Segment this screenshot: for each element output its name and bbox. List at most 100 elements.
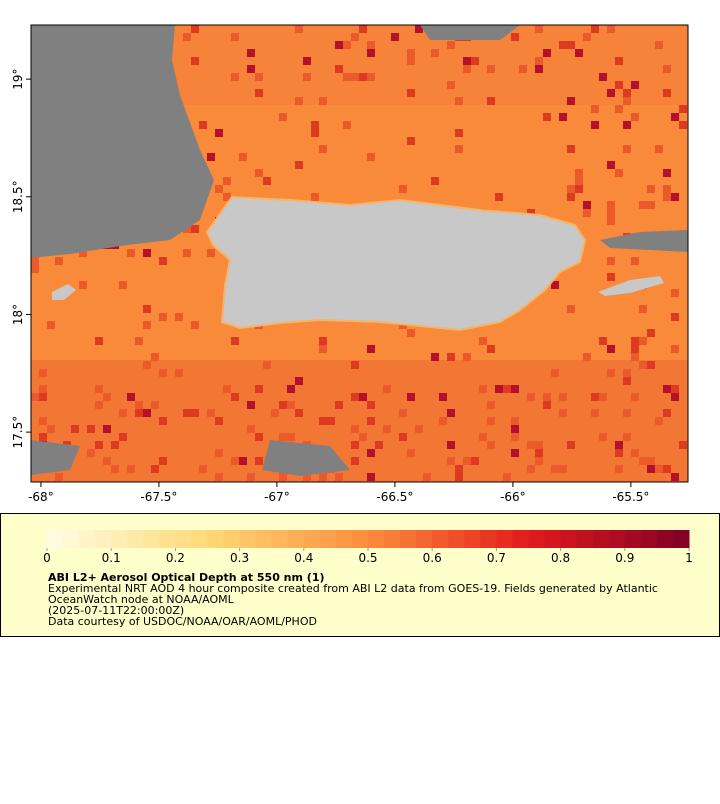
aod-cell xyxy=(479,433,487,441)
aod-cell xyxy=(319,145,327,153)
aod-cell xyxy=(447,409,455,417)
colorbar: 0 0.1 0.2 0.3 0.4 0.5 0.6 0.7 0.8 0.9 1 xyxy=(43,530,693,565)
aod-cell xyxy=(559,465,567,473)
aod-cell xyxy=(191,57,199,65)
aod-cell xyxy=(431,49,439,57)
aod-cell xyxy=(295,409,303,417)
aod-cell xyxy=(487,417,495,425)
aod-cell xyxy=(591,121,599,129)
aod-cell xyxy=(247,425,255,433)
aod-cell xyxy=(255,457,263,465)
aod-cell xyxy=(511,385,519,393)
aod-cell xyxy=(55,473,63,481)
aod-cell xyxy=(143,249,151,257)
aod-cell xyxy=(631,353,639,361)
aod-cell xyxy=(535,441,543,449)
aod-cell xyxy=(31,265,39,273)
aod-cell xyxy=(367,41,375,49)
y-tick-label: 19° xyxy=(11,68,25,89)
colorbar-swatch xyxy=(47,530,64,548)
aod-cell xyxy=(95,385,103,393)
aod-cell xyxy=(623,89,631,97)
aod-cell xyxy=(487,441,495,449)
aod-cell xyxy=(335,473,343,481)
aod-cell xyxy=(639,457,647,465)
aod-cell xyxy=(407,49,415,57)
aod-cell xyxy=(71,425,79,433)
aod-cell xyxy=(303,73,311,81)
aod-cell xyxy=(231,457,239,465)
aod-cell xyxy=(607,257,615,265)
aod-cell xyxy=(599,337,607,345)
aod-cell xyxy=(319,345,327,353)
aod-cell xyxy=(431,353,439,361)
colorbar-swatch xyxy=(400,530,417,548)
colorbar-tick-label: 0.4 xyxy=(294,551,313,565)
aod-cell xyxy=(559,409,567,417)
aod-cell xyxy=(655,145,663,153)
aod-cell xyxy=(39,393,47,401)
aod-cell xyxy=(231,337,239,345)
aod-cell xyxy=(407,57,415,65)
aod-cell xyxy=(527,393,535,401)
aod-cell xyxy=(279,401,287,409)
aod-cell xyxy=(623,409,631,417)
aod-cell xyxy=(599,393,607,401)
aod-cell xyxy=(607,369,615,377)
colorbar-swatch xyxy=(127,530,144,548)
aod-cell xyxy=(679,441,687,449)
aod-cell xyxy=(671,313,679,321)
aod-cell xyxy=(159,457,167,465)
aod-cell xyxy=(543,113,551,121)
no-data xyxy=(420,25,520,40)
aod-cell xyxy=(671,473,679,481)
y-tick-label: 17.5° xyxy=(11,416,25,449)
colorbar-swatch xyxy=(448,530,465,548)
aod-cell xyxy=(663,465,671,473)
aod-cell xyxy=(511,433,519,441)
aod-cell xyxy=(295,25,303,33)
aod-cell xyxy=(591,25,599,33)
aod-cell xyxy=(223,193,231,201)
aod-cell xyxy=(647,361,655,369)
aod-cell xyxy=(567,441,575,449)
aod-cell xyxy=(263,361,271,369)
aod-cell xyxy=(455,97,463,105)
aod-cell xyxy=(159,369,167,377)
colorbar-swatch xyxy=(624,530,642,548)
aod-cell xyxy=(535,449,543,457)
aod-cell xyxy=(623,121,631,129)
colorbar-swatch xyxy=(207,530,225,548)
aod-cell xyxy=(231,73,239,81)
aod-cell xyxy=(399,185,407,193)
aod-cell xyxy=(679,105,687,113)
aod-cell xyxy=(31,393,39,401)
caption-title: ABI L2+ Aerosol Optical Depth at 550 nm … xyxy=(48,571,325,584)
aod-cell xyxy=(559,41,567,49)
aod-cell xyxy=(535,65,543,73)
aod-cell xyxy=(663,65,671,73)
aod-cell xyxy=(439,417,447,425)
aod-cell xyxy=(663,385,671,393)
aod-cell xyxy=(615,441,623,449)
aod-cell xyxy=(407,329,415,337)
aod-cell xyxy=(255,433,263,441)
aod-cell xyxy=(615,465,623,473)
aod-cell xyxy=(87,425,95,433)
aod-cell xyxy=(223,385,231,393)
mona-island xyxy=(52,284,76,300)
aod-cell xyxy=(535,57,543,65)
aod-cell xyxy=(199,121,207,129)
aod-cell xyxy=(287,433,295,441)
x-tick-label: -65.5° xyxy=(612,490,649,504)
aod-cell xyxy=(255,169,263,177)
aod-cell xyxy=(495,193,503,201)
aod-cell xyxy=(463,65,471,73)
aod-cell xyxy=(95,401,103,409)
aod-cell xyxy=(231,393,239,401)
aod-cell xyxy=(55,257,63,265)
aod-cell xyxy=(215,185,223,193)
aod-cell xyxy=(127,249,135,257)
aod-cell xyxy=(663,185,671,193)
aod-cell xyxy=(151,353,159,361)
